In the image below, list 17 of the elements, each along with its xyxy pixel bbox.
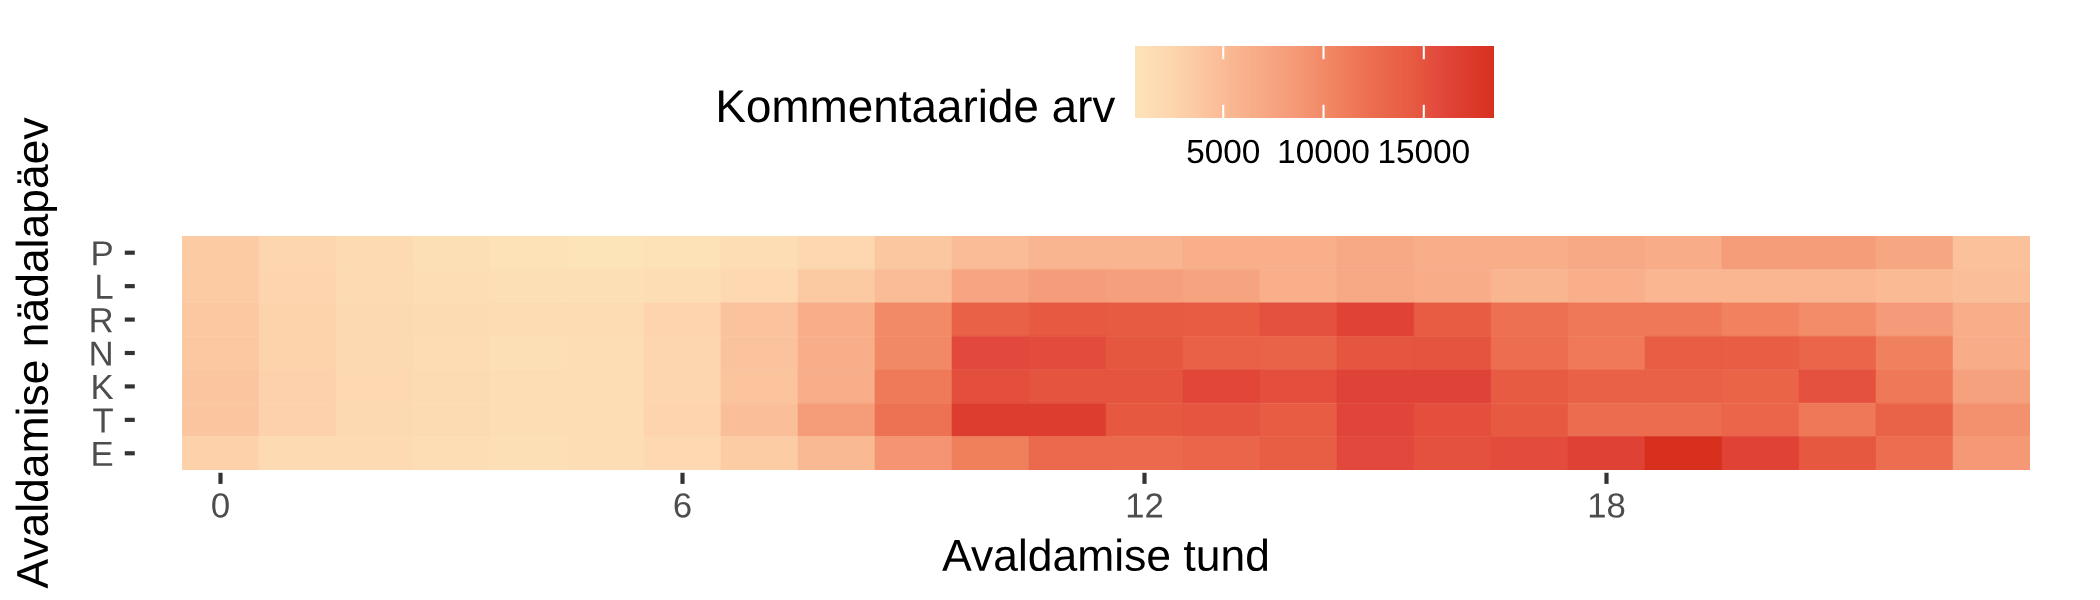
y-axis-title: Avaldamise nädalapäev [15,117,57,589]
y-tick-label: P [93,241,112,266]
x-tick-label: 12 [1127,493,1163,518]
y-tick-label: K [93,375,114,400]
y-tick-label: E [93,441,113,466]
color-bar-label: 10000 [1279,139,1369,164]
x-axis-title: Avaldamise tund [942,538,1268,572]
color-bar-title: Kommentaaride arv [719,88,1116,123]
y-tick-label: R [91,308,113,333]
y-tick-label: T [93,408,113,433]
color-bar-label: 5000 [1187,139,1260,164]
x-tick-label: 18 [1589,493,1625,518]
x-tick-label: 0 [212,493,229,518]
y-tick-label: N [91,341,111,366]
y-tick-label: L [97,274,113,299]
x-tick-label: 6 [674,493,691,518]
color-bar-label: 15000 [1380,139,1469,164]
